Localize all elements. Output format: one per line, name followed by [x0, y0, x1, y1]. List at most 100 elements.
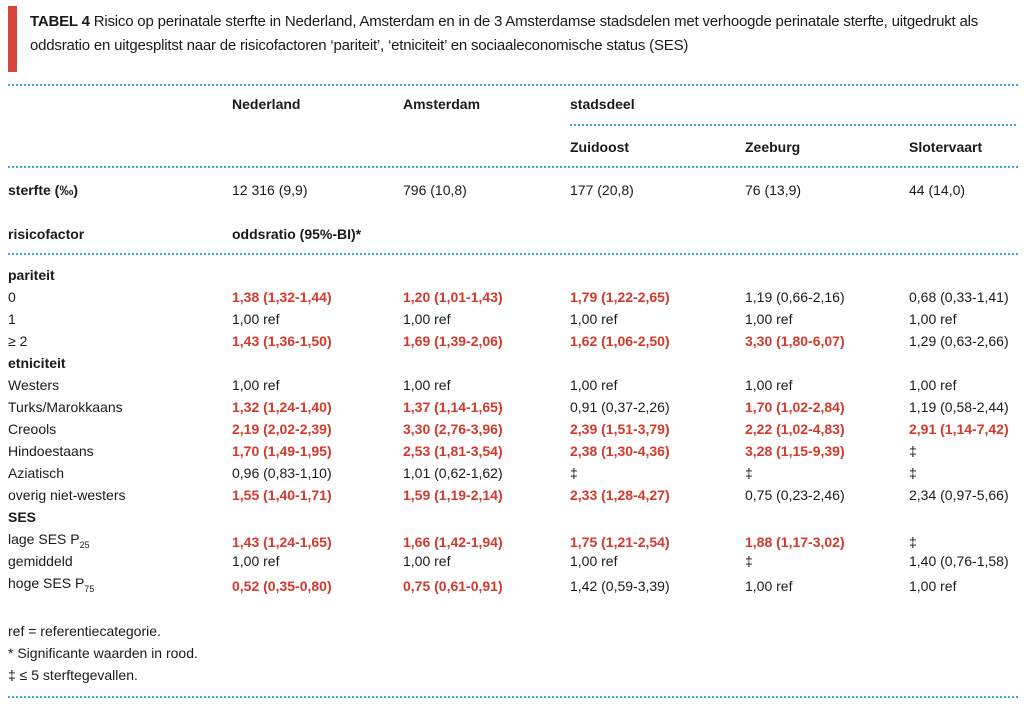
odds-cell: 1,00 ref	[570, 553, 618, 569]
footnote-significance: * Significante waarden in rood.	[8, 645, 198, 661]
odds-cell: 1,00 ref	[570, 311, 618, 327]
table-title: Risico op perinatale sterfte in Nederlan…	[30, 13, 979, 54]
odds-cell: 2,34 (0,97-5,66)	[909, 487, 1009, 503]
odds-cell: 1,70 (1,49-1,95)	[232, 443, 332, 459]
odds-cell: 1,32 (1,24-1,40)	[232, 399, 332, 415]
footnotes: ref = referentiecategorie. * Significant…	[8, 620, 198, 686]
odds-cell: ‡	[909, 443, 917, 459]
sterfte-cell: 177 (20,8)	[570, 182, 634, 198]
section-header-pariteit: pariteit	[8, 267, 55, 283]
row-label: Westers	[8, 377, 60, 393]
sterfte-cell: 76 (13,9)	[745, 182, 802, 198]
row-label: gemiddeld	[8, 553, 73, 569]
odds-cell: 1,40 (0,76-1,58)	[909, 553, 1009, 569]
odds-cell: 1,00 ref	[745, 311, 793, 327]
odds-cell: 1,00 ref	[232, 311, 280, 327]
row-label: 1	[8, 311, 16, 327]
odds-cell: 1,00 ref	[232, 553, 280, 569]
odds-cell: 1,00 ref	[570, 377, 618, 393]
row-label: hoge SES P75	[8, 575, 95, 594]
row-label: Turks/Marokkaans	[8, 399, 123, 415]
odds-cell: 1,00 ref	[403, 377, 451, 393]
odds-cell: 2,38 (1,30-4,36)	[570, 443, 670, 459]
odds-cell: 3,30 (1,80-6,07)	[745, 333, 845, 349]
odds-cell: ‡	[570, 465, 578, 481]
odds-cell: 1,88 (1,17-3,02)	[745, 533, 845, 550]
dotted-rule-header	[8, 166, 1018, 168]
odds-cell: 1,29 (0,63-2,66)	[909, 333, 1009, 349]
section-header-row: etniciteit	[8, 352, 1016, 374]
odds-cell: 1,37 (1,14-1,65)	[403, 399, 503, 415]
dotted-rule-bottom	[8, 696, 1018, 698]
dotted-rule-stadsdeel	[570, 124, 1018, 126]
odds-cell: 1,00 ref	[403, 553, 451, 569]
odds-cell: ‡	[909, 465, 917, 481]
odds-cell: 0,91 (0,37-2,26)	[570, 399, 670, 415]
odds-cell: 2,53 (1,81-3,54)	[403, 443, 503, 459]
risicofactor-row: risicofactor oddsratio (95%-BI)*	[8, 223, 1016, 245]
row-label: 0	[8, 289, 16, 305]
sterfte-row: sterfte (‰) 12 316 (9,9) 796 (10,8) 177 …	[8, 179, 1016, 201]
odds-cell: 1,01 (0,62-1,62)	[403, 465, 503, 481]
table-row: lage SES P25 1,43 (1,24-1,65) 1,66 (1,42…	[8, 528, 1016, 550]
odds-cell: 1,70 (1,02-2,84)	[745, 399, 845, 415]
dotted-rule-top	[8, 84, 1018, 86]
table-row: overig niet-westers 1,55 (1,40-1,71) 1,5…	[8, 484, 1016, 506]
odds-cell: 1,75 (1,21-2,54)	[570, 533, 670, 550]
section-header-ses: SES	[8, 509, 37, 525]
odds-cell: 1,55 (1,40-1,71)	[232, 487, 332, 503]
subscript: 75	[84, 583, 95, 594]
odds-cell: 1,42 (0,59-3,39)	[570, 577, 670, 594]
odds-cell: 1,00 ref	[909, 377, 957, 393]
col-header-amsterdam: Amsterdam	[403, 96, 481, 112]
row-label: Aziatisch	[8, 465, 65, 481]
col-header-slotervaart: Slotervaart	[909, 139, 983, 155]
odds-cell: ‡	[745, 465, 753, 481]
table-row: Hindoestaans 1,70 (1,49-1,95) 2,53 (1,81…	[8, 440, 1016, 462]
odds-cell: 0,52 (0,35-0,80)	[232, 577, 332, 594]
footnote-dagger: ‡ ≤ 5 sterftegevallen.	[8, 667, 138, 683]
sterfte-cell: 796 (10,8)	[403, 182, 467, 198]
odds-cell: 1,38 (1,32-1,44)	[232, 289, 332, 305]
odds-cell: 2,39 (1,51-3,79)	[570, 421, 670, 437]
table-caption: TABEL 4 Risico op perinatale sterfte in …	[8, 6, 998, 72]
table-row: Turks/Marokkaans 1,32 (1,24-1,40) 1,37 (…	[8, 396, 1016, 418]
table-row: Aziatisch 0,96 (0,83-1,10) 1,01 (0,62-1,…	[8, 462, 1016, 484]
odds-cell: 1,00 ref	[909, 311, 957, 327]
header-row-regions: Nederland Amsterdam stadsdeel	[8, 93, 1016, 115]
table-row: hoge SES P75 0,52 (0,35-0,80) 0,75 (0,61…	[8, 572, 1016, 594]
table-row: ≥ 2 1,43 (1,36-1,50) 1,69 (1,39-2,06) 1,…	[8, 330, 1016, 352]
sterfte-cell: 12 316 (9,9)	[232, 182, 308, 198]
odds-cell: 1,00 ref	[745, 377, 793, 393]
table-row: gemiddeld 1,00 ref 1,00 ref 1,00 ref ‡ 1…	[8, 550, 1016, 572]
footnote-ref: ref = referentiecategorie.	[8, 623, 161, 639]
odds-cell: 1,66 (1,42-1,94)	[403, 533, 503, 550]
odds-cell: 1,43 (1,36-1,50)	[232, 333, 332, 349]
odds-cell: 1,20 (1,01-1,43)	[403, 289, 503, 305]
odds-cell: 1,00 ref	[403, 311, 451, 327]
odds-cell: 1,00 ref	[909, 577, 957, 594]
odds-cell: 1,00 ref	[745, 577, 793, 594]
oddsratio-header: oddsratio (95%-BI)*	[232, 226, 362, 242]
odds-cell: 1,62 (1,06-2,50)	[570, 333, 670, 349]
odds-cell: 2,22 (1,02-4,83)	[745, 421, 845, 437]
odds-cell: 1,19 (0,58-2,44)	[909, 399, 1009, 415]
odds-cell: 2,91 (1,14-7,42)	[909, 421, 1009, 437]
odds-cell: 2,19 (2,02-2,39)	[232, 421, 332, 437]
subscript: 25	[79, 539, 90, 550]
odds-cell: 0,68 (0,33-1,41)	[909, 289, 1009, 305]
odds-cell: 1,00 ref	[232, 377, 280, 393]
odds-cell: ‡	[745, 553, 753, 569]
table-row: 1 1,00 ref 1,00 ref 1,00 ref 1,00 ref 1,…	[8, 308, 1016, 330]
odds-cell: 0,75 (0,23-2,46)	[745, 487, 845, 503]
row-label: overig niet-westers	[8, 487, 126, 503]
odds-cell: 1,59 (1,19-2,14)	[403, 487, 503, 503]
col-header-zuidoost: Zuidoost	[570, 139, 630, 155]
row-label: lage SES P25	[8, 531, 90, 550]
odds-cell: 1,43 (1,24-1,65)	[232, 533, 332, 550]
odds-cell: 0,75 (0,61-0,91)	[403, 577, 503, 594]
dotted-rule-risicofactor	[8, 253, 1018, 255]
caption-accent-bar	[8, 6, 17, 72]
sterfte-cell: 44 (14,0)	[909, 182, 966, 198]
